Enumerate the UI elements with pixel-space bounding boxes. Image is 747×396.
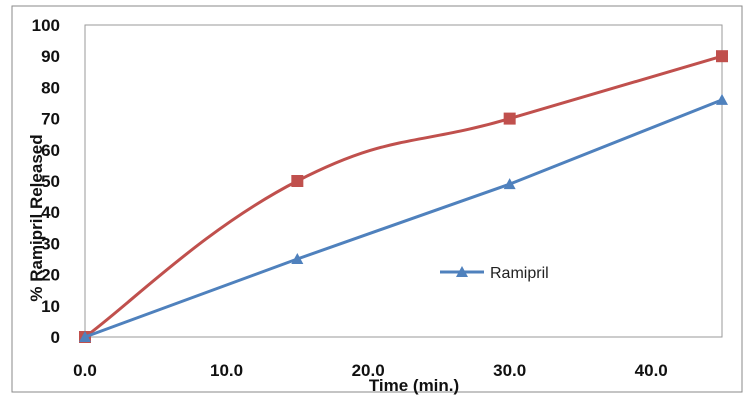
series-line	[84, 54, 723, 339]
x-tick-label: 40.0	[635, 361, 668, 380]
series-layer	[79, 50, 728, 343]
legend-marker	[456, 266, 468, 277]
y-tick-label: 60	[41, 141, 60, 160]
y-tick-label: 30	[41, 234, 60, 253]
x-tick-label: 10.0	[210, 361, 243, 380]
plot-area	[84, 24, 723, 338]
y-axis-tick-labels: 0 10 20 30 40 50 60 70 80 90 100	[32, 16, 60, 347]
data-point-marker	[503, 178, 516, 190]
y-tick-label: 90	[41, 47, 60, 66]
x-axis-title: Time (min.)	[369, 376, 459, 395]
x-axis-tick-labels: 0.0 10.0 20.0 30.0 40.0	[73, 361, 668, 380]
data-point-marker	[291, 253, 304, 264]
y-axis-title: % Ramipril Released	[27, 134, 46, 301]
x-tick-label: 20.0	[352, 361, 385, 380]
x-tick-label: 0.0	[73, 361, 97, 380]
legend-label: Ramipril	[490, 265, 549, 282]
series-line	[84, 98, 723, 339]
y-tick-label: 0	[51, 328, 60, 347]
x-tick-label: 30.0	[493, 361, 526, 380]
series-2	[79, 93, 728, 342]
data-point-marker	[291, 175, 304, 187]
y-tick-label: 80	[41, 78, 60, 97]
y-tick-label: 70	[41, 110, 60, 129]
data-point-marker	[716, 93, 728, 105]
data-point-marker	[79, 331, 91, 342]
y-tick-label: 100	[32, 16, 60, 35]
y-tick-label: 40	[41, 203, 60, 222]
data-point-marker	[503, 112, 516, 125]
y-tick-label: 20	[41, 266, 60, 285]
legend: Ramipril	[440, 265, 549, 282]
y-tick-label: 50	[41, 172, 60, 191]
data-point-marker	[716, 50, 728, 63]
y-tick-label: 10	[41, 297, 60, 316]
